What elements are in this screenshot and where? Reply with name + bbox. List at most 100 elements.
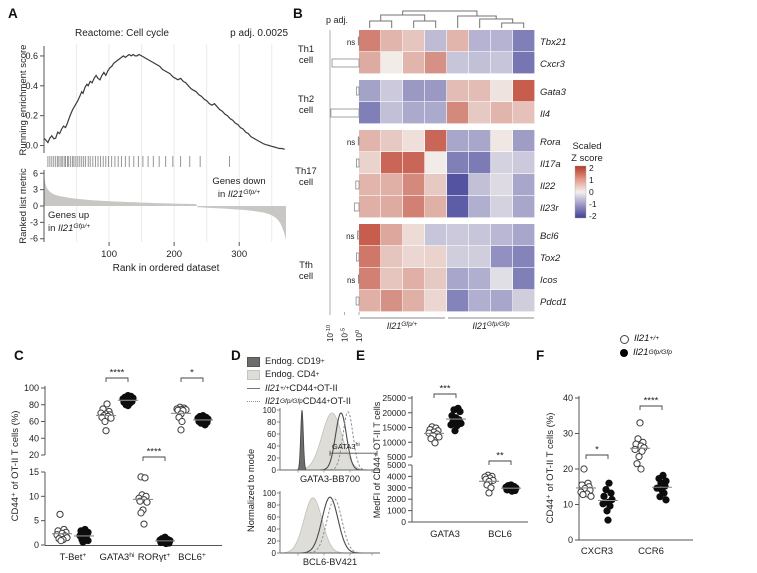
tick-label: 200	[166, 249, 182, 260]
padj-bar	[331, 58, 360, 68]
tick-label: -6	[30, 234, 38, 244]
genotype-group-label: Il21Gfp/+	[387, 321, 418, 331]
heatmap-cell	[425, 52, 447, 74]
genes-up-label: Genes up	[48, 210, 89, 221]
tick-label: 40	[267, 442, 276, 451]
gene-label: Rora	[540, 137, 561, 148]
tick-label: 5000	[387, 452, 406, 462]
data-point-wt	[57, 537, 65, 545]
genotype-legend: Il21 +/+ Il21 Gfp/Gfp	[620, 332, 672, 360]
data-point-wt	[636, 419, 644, 427]
genotype-group-label: Il21Gfp/Gfp	[472, 321, 510, 331]
heatmap-cell	[403, 246, 425, 268]
significance-bracket	[488, 460, 512, 465]
data-point-wt	[580, 465, 588, 473]
gene-label: Gata3	[540, 87, 567, 98]
data-point-mutant	[602, 485, 610, 494]
heatmap-cell	[403, 224, 425, 246]
data-point-wt	[635, 452, 643, 461]
tick-label: 20000	[382, 408, 406, 418]
heatmap-cell	[403, 290, 425, 312]
tick-label: -3	[30, 217, 38, 227]
cell-type-label: cell	[299, 271, 313, 282]
legend-text: +	[315, 371, 320, 379]
tick-label: 4000	[387, 471, 406, 481]
y-axis-label: CD44⁺ of OT-II T cells (%)	[10, 411, 21, 522]
heatmap-cell	[447, 80, 469, 102]
tick-label: 60	[267, 513, 276, 522]
tick-label: 60	[267, 430, 276, 439]
heatmap-cell	[447, 290, 469, 312]
significance-stars: *	[595, 445, 599, 456]
heatmap-cell	[425, 174, 447, 196]
heatmap-cell	[381, 174, 403, 196]
heatmap-cell	[403, 52, 425, 74]
significance-stars: ****	[110, 368, 125, 379]
category-label: T-Bet+	[60, 552, 87, 563]
data-point-mutant	[607, 489, 615, 497]
data-point-wt	[485, 489, 493, 497]
significance-bracket	[180, 377, 204, 382]
panel-d-label: D	[231, 348, 241, 363]
gene-label: Il23r	[540, 203, 559, 214]
heatmap-cell	[359, 102, 381, 124]
legend-text: CD44	[302, 396, 327, 407]
tick-label: 40	[29, 433, 39, 443]
legend-text: Endog. CD4	[265, 369, 316, 380]
tick-label: 100	[263, 406, 277, 415]
heatmap-cell	[491, 268, 513, 290]
dendrogram	[413, 20, 437, 28]
significance-stars: ***	[439, 384, 450, 395]
data-point-mutant	[447, 421, 455, 429]
padj-bar	[330, 108, 360, 118]
heatmap-cell	[381, 30, 403, 52]
tick-label: 15	[29, 467, 39, 477]
significance-bracket	[433, 393, 457, 398]
scatter-tf-subsets: 100 80 60 40 20 15 10 5 0 CD44⁺ of OT-II T cells …	[10, 368, 222, 563]
heatmap-cell	[425, 290, 447, 312]
gsea-plot: 0.0 0.2 0.4 0.6 6 3 0 -3 -6 100 200 300 Rank in orde…	[18, 28, 288, 274]
heatmap-cell	[447, 30, 469, 52]
heatmap-cell	[403, 196, 425, 218]
significance-stars: ****	[644, 396, 659, 407]
dark-swatch-icon	[247, 356, 260, 367]
open-circle-icon	[620, 334, 629, 344]
tick-label: 5	[34, 516, 39, 526]
significance-stars: **	[496, 451, 504, 462]
x-axis-label: GATA3-BB700	[300, 474, 360, 484]
tick-label: 15000	[382, 423, 406, 433]
data-point-mutant	[79, 538, 87, 546]
heatmap-cell	[491, 102, 513, 124]
legend-text: Gfp/Gfp	[280, 398, 303, 406]
gate-marker	[329, 450, 378, 456]
legend-text: CD44	[289, 382, 314, 393]
data-point-mutant	[450, 406, 458, 414]
zscore-tick: 2	[589, 163, 594, 173]
tick-label: 0.6	[25, 51, 38, 61]
heatmap-cell	[425, 80, 447, 102]
hist-cd4	[279, 497, 380, 554]
heatmap-cell	[447, 102, 469, 124]
heatmap-cell	[425, 102, 447, 124]
dendrogram	[369, 20, 393, 28]
data-point-wt	[178, 417, 186, 426]
gene-label: Bcl6	[540, 231, 559, 242]
data-point-mutant	[600, 492, 608, 500]
legend-text: +	[320, 358, 325, 365]
legend-text: Il21	[634, 333, 650, 344]
heatmap-cell	[359, 224, 381, 246]
heatmap-cell	[359, 152, 381, 174]
data-point-wt	[56, 510, 64, 518]
padj-bar	[358, 274, 360, 284]
heatmap-cell	[469, 52, 491, 74]
cell-type-label: Th2	[298, 94, 314, 105]
tick-label: 3000	[387, 483, 406, 493]
padj-header: p adj.	[326, 15, 348, 25]
genes-down-label: Genes down	[212, 176, 265, 187]
cell-type-label: Th17	[295, 166, 317, 177]
cell-type-label: cell	[299, 55, 313, 66]
heatmap-cell	[381, 224, 403, 246]
data-point-mutant	[605, 479, 613, 487]
heatmap-cell	[513, 174, 535, 196]
cell-type-label: Tfh	[299, 260, 313, 271]
